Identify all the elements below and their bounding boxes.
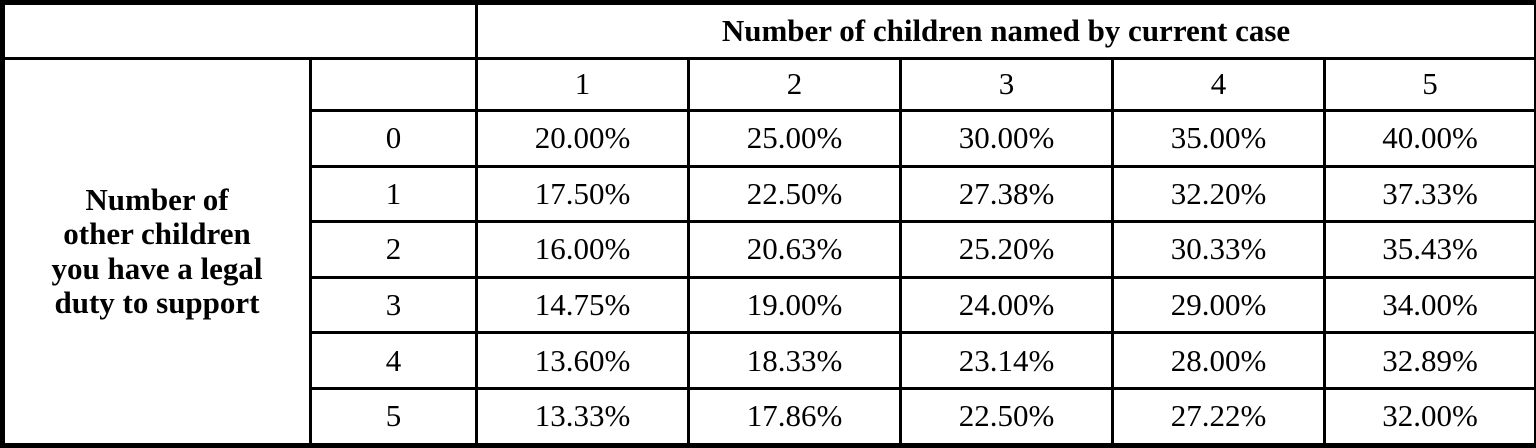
data-cell: 32.89%	[1322, 331, 1536, 390]
table-row: Number of other children you have a lega…	[1, 57, 1536, 447]
data-cell: 37.33%	[1322, 164, 1536, 224]
data-cell: 27.22%	[1111, 386, 1326, 448]
column-header: 4	[1111, 57, 1326, 112]
data-cell: 16.00%	[475, 220, 690, 279]
column-header: 5	[1322, 57, 1536, 112]
row-header: 5	[309, 386, 478, 448]
data-cell: 17.86%	[687, 386, 902, 448]
data-cell: 19.00%	[687, 275, 902, 335]
table-row: 0 20.00% 25.00% 30.00% 35.00% 40.00%	[3, 109, 1536, 168]
data-cell: 22.50%	[899, 386, 1114, 448]
data-cell: 32.00%	[1322, 386, 1536, 448]
row-header: 2	[309, 220, 478, 279]
row-header: 4	[309, 331, 478, 390]
column-header: 3	[899, 57, 1114, 112]
data-cell: 20.00%	[475, 109, 690, 168]
data-cell: 30.00%	[899, 109, 1114, 168]
data-cell: 14.75%	[475, 275, 690, 335]
data-cell: 20.63%	[687, 220, 902, 279]
data-cell: 27.38%	[899, 164, 1114, 224]
row-header: 1	[309, 164, 478, 224]
column-group-header: Number of children named by current case	[474, 1, 1536, 60]
data-cell: 22.50%	[687, 164, 902, 224]
data-cell: 24.00%	[899, 275, 1114, 335]
data-cell: 28.00%	[1111, 331, 1326, 390]
data-cell: 30.33%	[1111, 220, 1326, 279]
data-cell: 29.00%	[1111, 275, 1326, 335]
data-cell: 35.00%	[1111, 109, 1326, 168]
data-cell: 13.60%	[475, 331, 690, 390]
empty-header-cell	[309, 57, 478, 112]
column-header: 2	[687, 57, 902, 112]
data-cell: 32.20%	[1111, 164, 1326, 224]
column-header: 1	[475, 57, 690, 112]
row-header: 0	[309, 109, 478, 168]
row-header: 3	[309, 275, 478, 335]
table-row: 5 13.33% 17.86% 22.50% 27.22% 32.00%	[3, 386, 1536, 448]
data-cell: 34.00%	[1322, 275, 1536, 335]
table-row: 2 16.00% 20.63% 25.20% 30.33% 35.43%	[3, 220, 1536, 279]
corner-empty-cell	[1, 1, 478, 60]
row-group-header: Number of other children you have a lega…	[1, 57, 312, 447]
data-cell: 18.33%	[687, 331, 902, 390]
table-row: Number of children named by current case	[1, 1, 1536, 60]
data-cell: 25.20%	[899, 220, 1114, 279]
data-cell: 40.00%	[1322, 109, 1536, 168]
data-cell: 25.00%	[687, 109, 902, 168]
table-row: 4 13.60% 18.33% 23.14% 28.00% 32.89%	[3, 331, 1536, 390]
table-row: 3 14.75% 19.00% 24.00% 29.00% 34.00%	[3, 275, 1536, 335]
data-cell: 35.43%	[1322, 220, 1536, 279]
table-row: 1 17.50% 22.50% 27.38% 32.20% 37.33%	[3, 164, 1536, 224]
data-cell: 13.33%	[475, 386, 690, 448]
data-cell: 23.14%	[899, 331, 1114, 390]
data-cell: 17.50%	[475, 164, 690, 224]
